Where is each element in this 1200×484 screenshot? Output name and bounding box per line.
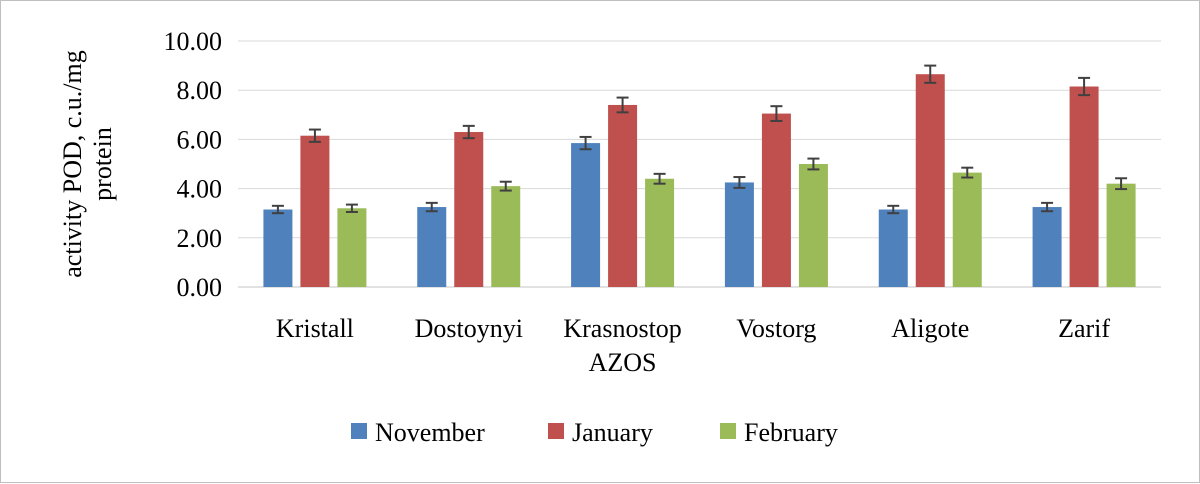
bar [417, 207, 447, 287]
y-axis-title: activity POD, c.u./mgprotein [58, 50, 117, 277]
bar [337, 208, 367, 287]
legend-swatch [720, 423, 736, 439]
y-tick-label: 0.00 [177, 273, 223, 302]
x-tick-label-line: Vostorg [736, 314, 816, 343]
y-tick-label: 8.00 [177, 76, 223, 105]
legend-label: February [744, 418, 838, 447]
x-tick-label-line: Dostoynyi [415, 314, 523, 343]
bar [761, 113, 791, 287]
x-tick-label-line: Krasnostop [563, 314, 681, 343]
bar [878, 209, 908, 287]
legend-swatch [351, 423, 367, 439]
x-tick-label: Zarif [1058, 314, 1110, 343]
bar [263, 209, 293, 287]
bar [952, 172, 982, 287]
bar [1032, 207, 1062, 287]
bar [300, 135, 330, 287]
x-tick-label: Krasnostop AZOS [563, 314, 681, 377]
bar [1069, 86, 1099, 287]
bar [1106, 183, 1136, 287]
bar [724, 182, 754, 287]
x-tick-label: Dostoynyi [415, 314, 523, 343]
x-tick-label-line: Zarif [1058, 314, 1110, 343]
x-tick-label-line: Aligote [891, 314, 969, 343]
bar [571, 143, 601, 287]
y-axis-title-line: protein [88, 127, 117, 201]
x-tick-label: Vostorg [736, 314, 816, 343]
x-tick-label-line: AZOS [589, 348, 657, 377]
bar [645, 178, 675, 287]
bar [915, 74, 945, 288]
y-tick-label: 2.00 [177, 224, 223, 253]
legend-label: January [572, 418, 653, 447]
bar [454, 132, 484, 287]
x-tick-label-line: Kristall [276, 314, 354, 343]
y-tick-label: 4.00 [177, 175, 223, 204]
y-tick-label: 6.00 [177, 125, 223, 154]
y-tick-label: 10.00 [164, 27, 223, 56]
legend-label: November [375, 418, 485, 447]
legend-swatch [548, 423, 564, 439]
y-axis-title-line: activity POD, c.u./mg [58, 50, 87, 277]
x-tick-label: Aligote [891, 314, 969, 343]
bar [798, 164, 828, 287]
bar [491, 186, 521, 287]
bar [608, 104, 638, 288]
x-tick-label: Kristall [276, 314, 354, 343]
